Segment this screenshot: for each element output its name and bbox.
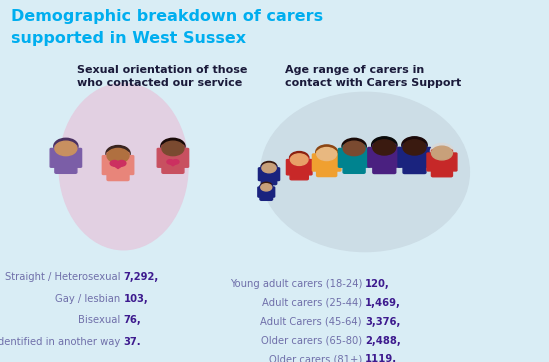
Circle shape (430, 143, 453, 159)
Ellipse shape (59, 83, 188, 250)
Circle shape (106, 146, 130, 161)
FancyBboxPatch shape (368, 147, 377, 167)
Circle shape (290, 154, 308, 165)
Circle shape (161, 138, 185, 154)
Polygon shape (111, 164, 125, 168)
FancyBboxPatch shape (73, 148, 82, 167)
Circle shape (117, 160, 126, 166)
Circle shape (110, 160, 119, 166)
FancyBboxPatch shape (305, 160, 312, 175)
FancyBboxPatch shape (55, 145, 77, 173)
Text: Older carers (65-80): Older carers (65-80) (261, 336, 365, 346)
Circle shape (262, 163, 276, 173)
FancyBboxPatch shape (361, 148, 370, 167)
FancyBboxPatch shape (260, 185, 273, 200)
FancyBboxPatch shape (290, 157, 309, 180)
FancyBboxPatch shape (50, 148, 59, 167)
FancyBboxPatch shape (449, 153, 457, 171)
FancyBboxPatch shape (102, 156, 111, 174)
Circle shape (260, 182, 272, 190)
Circle shape (403, 140, 426, 155)
Text: Adult carers (25-44): Adult carers (25-44) (262, 298, 365, 308)
Circle shape (316, 145, 338, 159)
Circle shape (54, 138, 78, 154)
FancyBboxPatch shape (180, 148, 189, 167)
Text: Older carers (81+): Older carers (81+) (268, 354, 365, 362)
Polygon shape (167, 162, 178, 166)
FancyBboxPatch shape (258, 187, 264, 197)
Circle shape (162, 141, 184, 156)
Circle shape (261, 184, 272, 191)
Ellipse shape (261, 92, 469, 252)
FancyBboxPatch shape (398, 147, 407, 167)
Text: 120,: 120, (365, 279, 390, 289)
Circle shape (373, 140, 396, 155)
FancyBboxPatch shape (269, 187, 274, 197)
FancyBboxPatch shape (259, 168, 265, 181)
Circle shape (289, 152, 309, 164)
Text: Sexual orientation of those
who contacted our service: Sexual orientation of those who contacte… (77, 65, 247, 88)
Circle shape (317, 148, 337, 161)
Text: 7,292,: 7,292, (124, 272, 159, 282)
FancyBboxPatch shape (391, 147, 401, 167)
FancyBboxPatch shape (107, 152, 129, 181)
Circle shape (167, 160, 173, 164)
Text: 76,: 76, (124, 315, 141, 325)
Text: 2,488,: 2,488, (365, 336, 401, 346)
FancyBboxPatch shape (333, 154, 341, 171)
Text: 3,376,: 3,376, (365, 317, 400, 327)
Text: 1119.: 1119. (365, 354, 397, 362)
Circle shape (261, 161, 277, 172)
Text: Young adult carers (18-24): Young adult carers (18-24) (229, 279, 365, 289)
Text: supported in West Sussex: supported in West Sussex (11, 31, 246, 46)
FancyBboxPatch shape (403, 144, 426, 173)
FancyBboxPatch shape (427, 153, 435, 171)
Circle shape (372, 137, 397, 153)
Text: 37.: 37. (124, 337, 141, 347)
Text: Straight / Heterosexual: Straight / Heterosexual (5, 272, 124, 282)
FancyBboxPatch shape (338, 148, 347, 167)
Text: Identified in another way: Identified in another way (0, 337, 124, 347)
Circle shape (342, 138, 366, 154)
FancyBboxPatch shape (261, 165, 277, 185)
Text: 103,: 103, (124, 294, 148, 304)
Circle shape (432, 146, 452, 160)
Text: Age range of carers in
contact with Carers Support: Age range of carers in contact with Care… (285, 65, 462, 88)
Circle shape (343, 141, 365, 156)
FancyBboxPatch shape (125, 156, 134, 174)
FancyBboxPatch shape (157, 148, 166, 167)
Text: 1,469,: 1,469, (365, 298, 401, 308)
FancyBboxPatch shape (432, 150, 452, 177)
Text: Gay / lesbian: Gay / lesbian (55, 294, 124, 304)
Circle shape (107, 148, 129, 163)
Circle shape (402, 137, 427, 153)
FancyBboxPatch shape (422, 147, 431, 167)
FancyBboxPatch shape (287, 160, 294, 175)
Text: Demographic breakdown of carers: Demographic breakdown of carers (11, 9, 323, 24)
Text: Adult Carers (45-64): Adult Carers (45-64) (260, 317, 365, 327)
Circle shape (55, 141, 77, 156)
Circle shape (172, 160, 179, 164)
FancyBboxPatch shape (317, 151, 337, 177)
FancyBboxPatch shape (312, 154, 321, 171)
Text: Bisexual: Bisexual (78, 315, 124, 325)
FancyBboxPatch shape (162, 145, 184, 173)
FancyBboxPatch shape (373, 144, 396, 173)
FancyBboxPatch shape (343, 145, 365, 173)
FancyBboxPatch shape (273, 168, 279, 181)
